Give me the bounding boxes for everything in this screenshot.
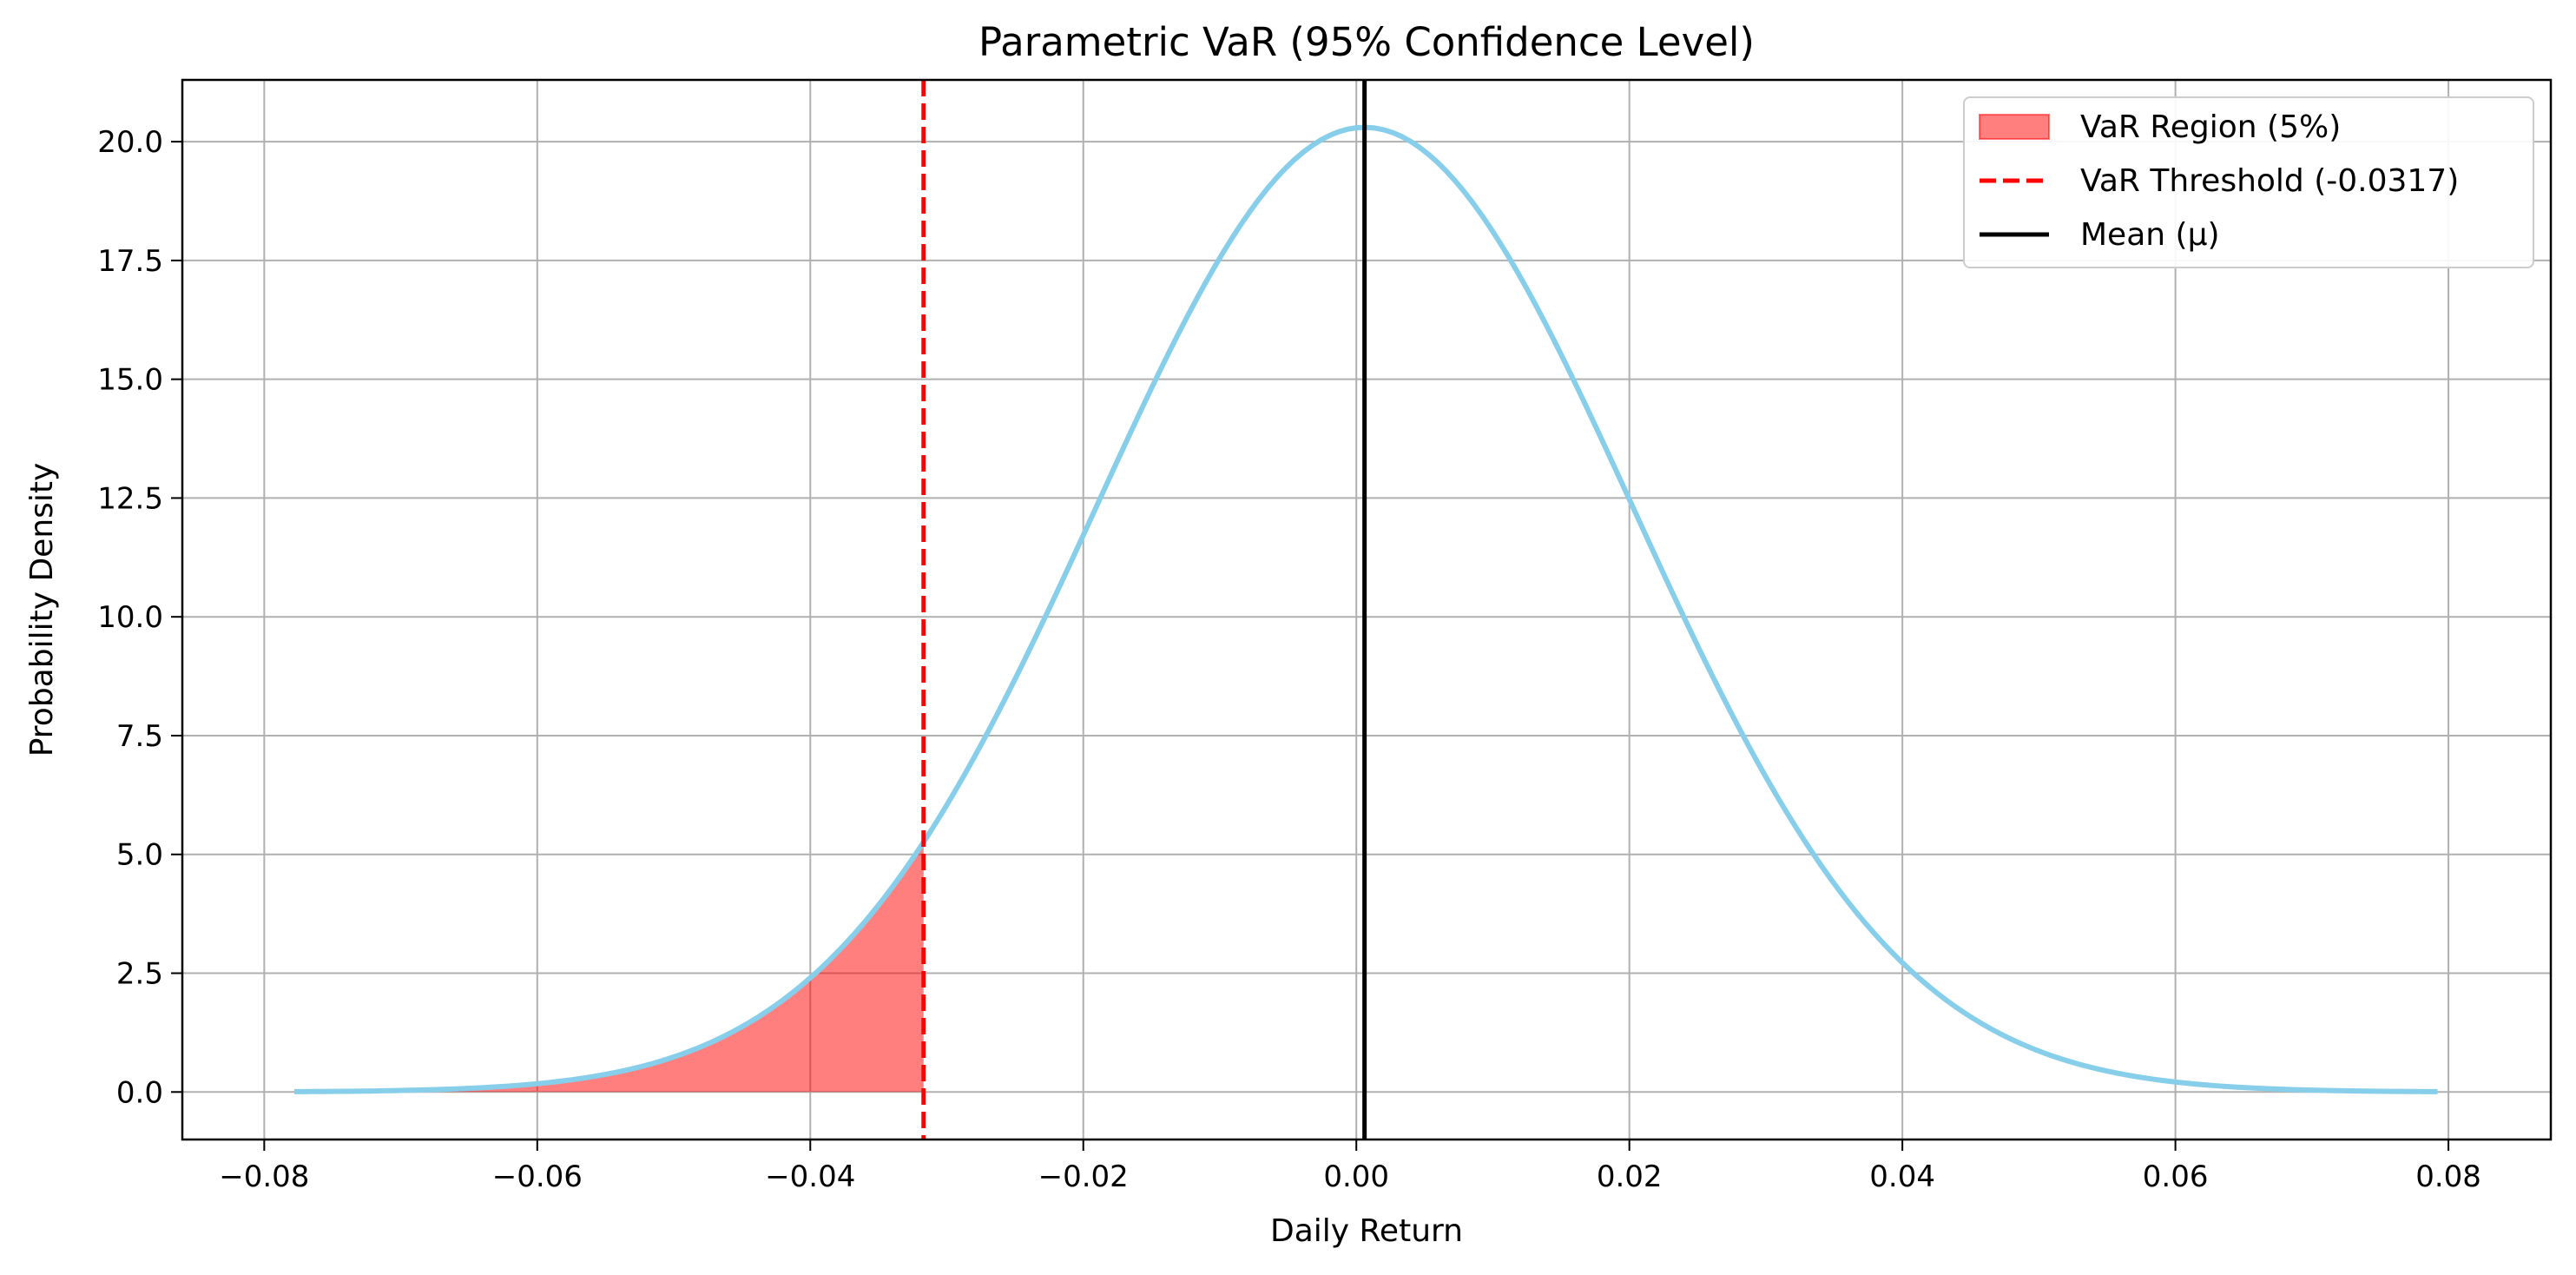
legend-box	[1963, 96, 2534, 268]
legend-label: VaR Threshold (-0.0317)	[2080, 163, 2459, 199]
chart-title: Parametric VaR (95% Confidence Level)	[978, 19, 1755, 65]
y-axis-label: Probability Density	[24, 463, 60, 757]
y-tick-label: 15.0	[97, 363, 163, 398]
x-tick-label: 0.02	[1597, 1159, 1663, 1194]
x-tick-label: −0.06	[492, 1159, 583, 1194]
x-tick-label: −0.02	[1038, 1159, 1129, 1194]
x-tick-label: −0.04	[765, 1159, 855, 1194]
plot-data	[293, 80, 2438, 1140]
y-tick-label: 7.5	[116, 719, 163, 754]
x-tick-label: 0.06	[2143, 1159, 2209, 1194]
y-tick-label: 12.5	[97, 481, 163, 516]
y-tick-label: 20.0	[97, 125, 163, 160]
legend-label: Mean (μ)	[2080, 217, 2220, 253]
y-tick-label: 10.0	[97, 600, 163, 635]
x-tick-label: 0.08	[2415, 1159, 2481, 1194]
x-tick-label: −0.08	[219, 1159, 309, 1194]
y-tick-label: 2.5	[116, 957, 163, 992]
axis-ticks: −0.08 −0.06 −0.04 −0.02 0.00 0.02 0.04 0.06 0.08…	[97, 125, 2481, 1194]
y-tick-label: 0.0	[116, 1075, 163, 1110]
x-tick-label: 0.04	[1869, 1159, 1935, 1194]
legend: VaR Region (5%) VaR Threshold (-0.0317) Me…	[1963, 96, 2534, 268]
y-tick-label: 5.0	[116, 838, 163, 873]
x-tick-label: 0.00	[1323, 1159, 1389, 1194]
legend-swatch-var-region	[1979, 114, 2050, 140]
plot-frame	[181, 78, 2553, 1141]
x-axis-label: Daily Return	[1270, 1213, 1463, 1249]
y-tick-label: 17.5	[97, 244, 163, 279]
var-region-fill	[293, 842, 924, 1093]
legend-label: VaR Region (5%)	[2080, 109, 2341, 145]
